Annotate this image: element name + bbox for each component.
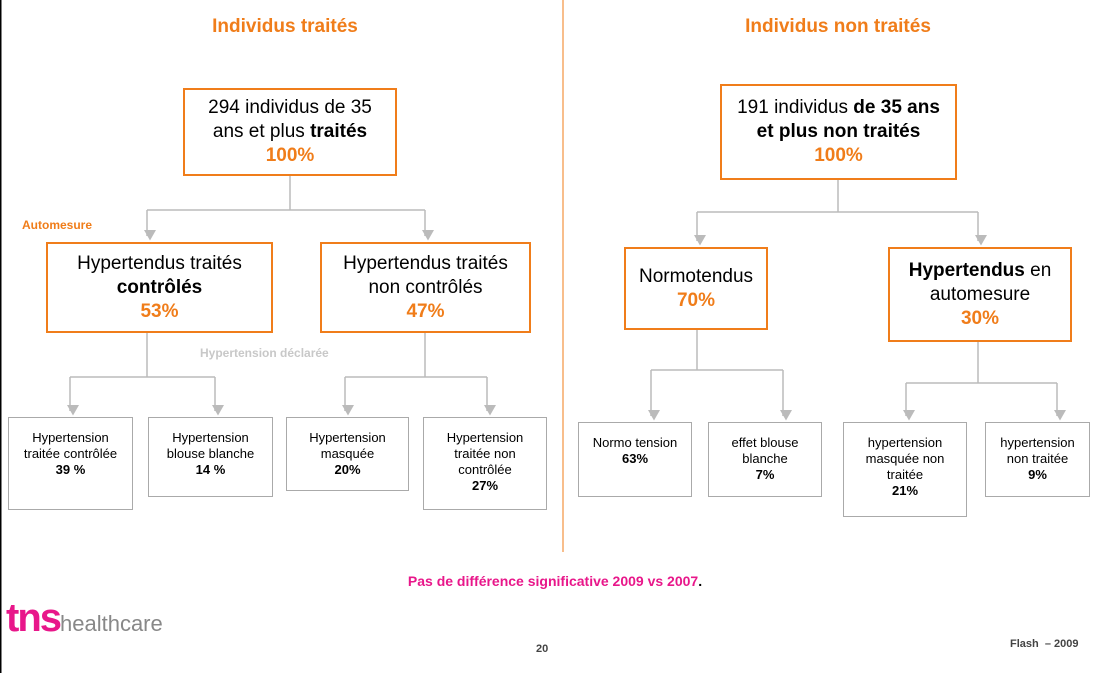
- node-box: 294 individus de 35 ans et plus traités 1…: [183, 88, 397, 176]
- node-text: Hypertendus traités contrôlés: [56, 252, 263, 300]
- logo: tnshealthcare: [6, 596, 163, 641]
- leaf-box: Hypertension traitée non contrôlée 27%: [423, 417, 547, 510]
- node-pct: 100%: [814, 145, 863, 166]
- node-pct: 70%: [676, 289, 716, 311]
- node-run: 191 individus: [737, 97, 854, 118]
- node-pct: 100%: [265, 145, 315, 166]
- leaf-pct: 63%: [621, 451, 649, 466]
- leaf-text: effet blouse blanche: [731, 435, 799, 466]
- node-box: Normotendus 70%: [624, 247, 768, 330]
- leaf-pct: 20%: [334, 462, 361, 477]
- node-run: Normotendus: [638, 265, 754, 287]
- connector: [70, 333, 215, 378]
- footer-note: Pas de différence significative 2009 vs …: [0, 573, 1105, 589]
- leaf-box: Hypertension masquée 20%: [286, 417, 409, 491]
- side-label: Automesure: [22, 218, 93, 232]
- right-title: Individus non traités: [745, 16, 931, 37]
- node-run: Hypertendus traités: [77, 252, 242, 274]
- connector: [345, 333, 487, 378]
- node-run: en automesure: [929, 259, 1052, 305]
- node-text: 294 individus de 35 ans et plus traités: [193, 96, 387, 144]
- node-text: Hypertendus en automesure: [898, 259, 1062, 307]
- node-pct: 53%: [140, 300, 179, 322]
- leaf-pct: 39 %: [55, 462, 86, 477]
- node-text: Hypertendus traités non contrôlés: [330, 252, 521, 300]
- leaf-text: hypertension non traitée: [1000, 435, 1075, 466]
- note: Pas de différence significative 2009 vs …: [407, 573, 699, 589]
- node-text: 191 individus de 35 ans et plus non trai…: [730, 96, 947, 144]
- node-run: contrôlés: [116, 276, 203, 298]
- side-label: Hypertension déclarée: [200, 346, 329, 360]
- connector: [906, 342, 1057, 384]
- leaf-box: Normo tension 63%: [578, 422, 692, 497]
- leaf-box: Hypertension traitée contrôlée 39 %: [8, 417, 133, 510]
- leaf-text: hypertension masquée non traitée: [865, 435, 945, 482]
- leaf-pct: 9%: [1028, 467, 1047, 482]
- node-box: 191 individus de 35 ans et plus non trai…: [720, 84, 957, 180]
- leaf-pct: 27%: [471, 478, 499, 493]
- leaf-pct: 21%: [891, 483, 919, 498]
- page-number: 20: [536, 643, 549, 655]
- note-end: .: [698, 573, 703, 589]
- edition: Flash – 2009: [1010, 638, 1079, 650]
- node-run: Hypertendus: [908, 259, 1025, 281]
- node-text: Normotendus: [639, 265, 753, 289]
- leaf-text: Hypertension blouse blanche: [166, 430, 255, 461]
- node-run: 294 individus de 35 ans et plus: [208, 97, 372, 142]
- left-title: Individus traités: [212, 16, 358, 37]
- leaf-text: Hypertension traitée contrôlée: [23, 430, 118, 461]
- node-run: Hypertendus traités non contrôlés: [343, 252, 508, 298]
- leaf-text: Hypertension masquée: [309, 430, 386, 461]
- leaf-pct: 7%: [755, 467, 775, 482]
- node-run: traités: [310, 121, 368, 142]
- node-box: Hypertendus traités contrôlés 53%: [46, 242, 273, 333]
- leaf-box: hypertension non traitée 9%: [985, 422, 1090, 497]
- leaf-pct: 14 %: [195, 462, 226, 477]
- leaf-box: Hypertension blouse blanche 14 %: [148, 417, 273, 497]
- tree-lines: [67, 176, 1066, 421]
- node-box: Hypertendus traités non contrôlés 47%: [320, 242, 531, 333]
- node-run: de 35 ans et plus non traités: [756, 97, 940, 142]
- connector: [697, 180, 978, 213]
- leaf-box: hypertension masquée non traitée 21%: [843, 422, 967, 517]
- leaf-text: Normo tension: [592, 435, 678, 450]
- logo-main: tns: [6, 596, 62, 640]
- connector: [147, 176, 425, 211]
- connector: [651, 330, 783, 371]
- leaf-box: effet blouse blanche 7%: [708, 422, 822, 497]
- logo-sub: healthcare: [60, 611, 163, 636]
- node-box: Hypertendus en automesure 30%: [888, 247, 1072, 342]
- node-pct: 47%: [406, 300, 445, 322]
- node-pct: 30%: [960, 307, 1000, 329]
- leaf-text: Hypertension traitée non contrôlée: [446, 430, 524, 477]
